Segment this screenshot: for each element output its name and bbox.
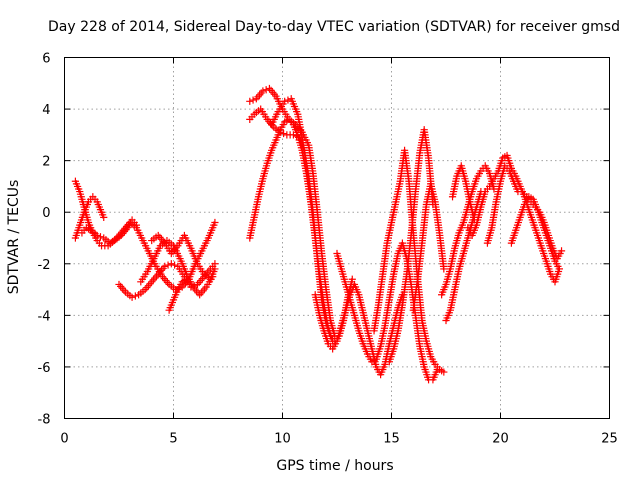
grid: [64, 57, 610, 419]
x-tick-label: 0: [60, 432, 68, 447]
x-tick-label: 20: [492, 432, 509, 447]
data-point: [440, 265, 448, 273]
series-arc-p: [409, 180, 448, 314]
y-tick-label: -8: [38, 413, 51, 428]
x-tick-label: 10: [274, 432, 291, 447]
y-tick-label: 6: [42, 52, 50, 67]
y-axis-label: SDTVAR / TECUs: [6, 180, 22, 295]
plot-frame: [64, 57, 610, 419]
series-arc-v: [507, 193, 563, 273]
series-arc-f: [148, 231, 219, 283]
data-points: [71, 84, 566, 384]
x-axis-label: GPS time / hours: [276, 458, 393, 474]
series-arc-k: [268, 95, 337, 345]
y-tick-label: -2: [38, 258, 51, 273]
axis-tick-labels: 0 5 10 15 20 25 -8 -6 -4 -2 0 2 4 6: [38, 52, 618, 447]
data-point: [167, 260, 175, 268]
data-point: [557, 247, 566, 255]
data-point: [279, 129, 288, 138]
series-arc-m: [333, 239, 441, 384]
y-tick-label: -6: [38, 361, 51, 376]
data-point: [262, 86, 270, 94]
x-tick-label: 15: [383, 432, 400, 447]
data-point: [131, 292, 139, 300]
data-point: [259, 87, 267, 95]
data-point: [161, 262, 169, 270]
series-arc-s: [448, 162, 478, 224]
data-point: [555, 265, 563, 273]
data-point: [246, 97, 254, 105]
data-point: [440, 368, 448, 376]
series-arc-r: [442, 187, 485, 325]
data-point: [170, 261, 179, 269]
series-arc-g: [165, 275, 191, 314]
series-arc-b: [71, 193, 108, 242]
x-tick-label: 5: [169, 432, 177, 447]
data-point: [128, 293, 136, 301]
data-point: [348, 275, 356, 283]
y-tick-label: -4: [38, 309, 51, 324]
y-tick-label: 4: [42, 103, 50, 118]
data-point: [100, 213, 108, 221]
data-point: [182, 275, 191, 283]
data-point: [164, 261, 172, 269]
y-tick-label: 2: [42, 155, 50, 170]
data-point: [93, 231, 101, 240]
series-arc-h: [246, 84, 339, 340]
chart-title: Day 228 of 2014, Sidereal Day-to-day VTE…: [48, 19, 620, 35]
data-point: [284, 96, 292, 104]
axis-ticks: [64, 57, 610, 419]
data-point: [211, 218, 219, 227]
data-point: [249, 96, 257, 104]
y-tick-label: 0: [42, 206, 50, 221]
data-point: [211, 265, 219, 273]
data-point: [96, 233, 105, 241]
data-point: [281, 97, 289, 105]
x-tick-label: 25: [601, 432, 618, 447]
